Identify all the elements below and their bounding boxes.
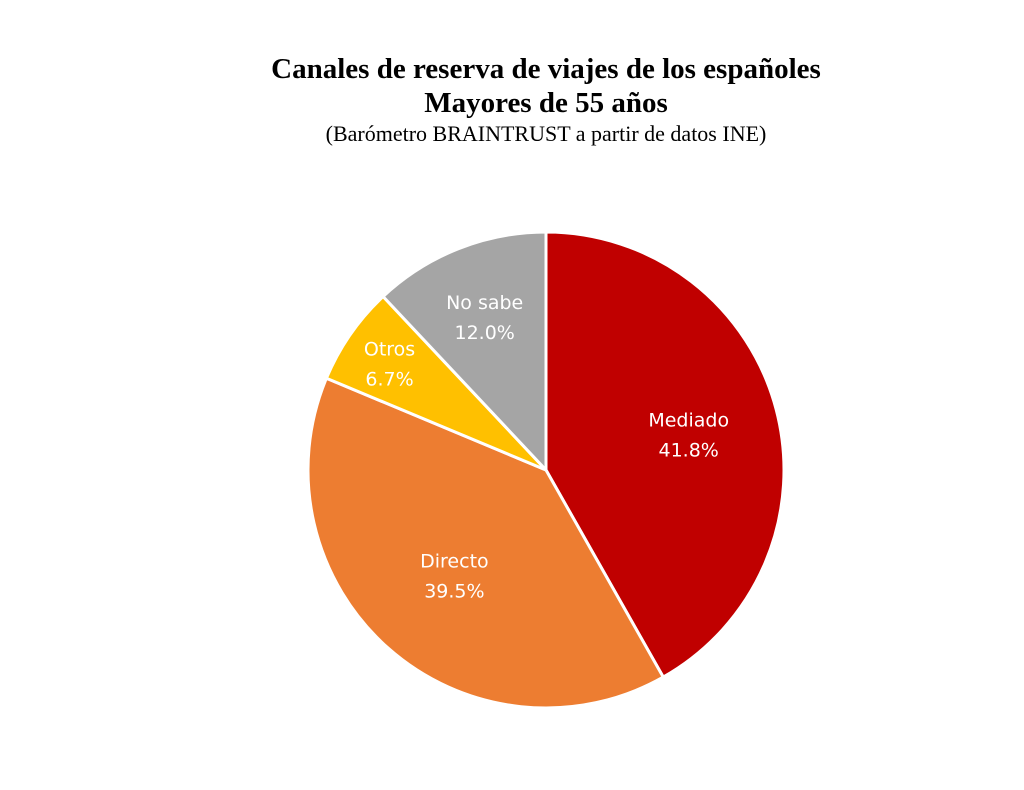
slice-label-no-sabe: No sabe [446,292,523,314]
title-block: Canales de reserva de viajes de los espa… [0,52,1024,148]
slice-value-directo: 39.5% [424,580,484,602]
pie-slice-directo [306,376,665,710]
slice-label-mediado: Mediado [648,409,729,431]
chart-source-note: (Barómetro BRAINTRUST a partir de datos … [325,121,767,146]
chart-title: Canales de reserva de viajes de los espa… [271,53,821,85]
chart-subtitle: Mayores de 55 años [424,87,668,119]
slice-value-no-sabe: 12.0% [454,322,514,344]
slice-label-directo: Directo [420,550,489,572]
pie-slice-no-sabe [381,230,548,472]
slice-label-otros: Otros [364,338,415,360]
slice-value-otros: 6.7% [365,368,413,390]
slice-value-mediado: 41.8% [659,439,719,461]
pie-slice-mediado [544,230,786,679]
